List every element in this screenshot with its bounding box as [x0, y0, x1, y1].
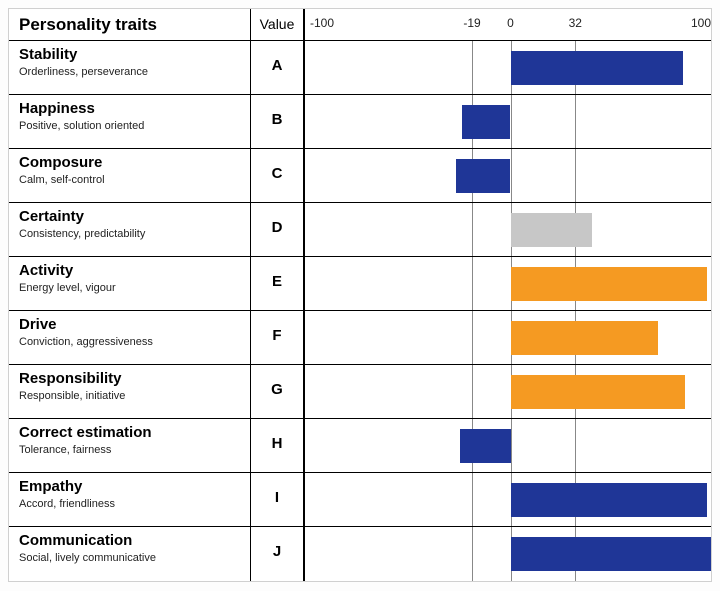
trait-label-cell: Certainty Consistency, predictability [9, 203, 251, 256]
gridline [472, 41, 473, 94]
gridline [472, 527, 473, 581]
gridline [472, 311, 473, 364]
trait-desc: Positive, solution oriented [19, 120, 242, 132]
trait-row: Empathy Accord, friendliness I [9, 473, 711, 527]
trait-name: Composure [19, 155, 242, 172]
trait-name: Empathy [19, 479, 242, 496]
trait-letter: J [251, 527, 305, 581]
trait-label-cell: Responsibility Responsible, initiative [9, 365, 251, 418]
axis-tick-label: 0 [507, 16, 514, 30]
trait-row: Stability Orderliness, perseverance A [9, 41, 711, 95]
bar [511, 321, 659, 355]
trait-label-cell: Communication Social, lively communicativ… [9, 527, 251, 581]
trait-desc: Conviction, aggressiveness [19, 336, 242, 348]
trait-desc: Calm, self-control [19, 174, 242, 186]
trait-row: Communication Social, lively communicativ… [9, 527, 711, 581]
trait-label-cell: Activity Energy level, vigour [9, 257, 251, 310]
trait-row: Composure Calm, self-control C [9, 149, 711, 203]
bar-cell [305, 311, 711, 364]
bar-cell [305, 473, 711, 526]
trait-desc: Consistency, predictability [19, 228, 242, 240]
bar-cell [305, 203, 711, 256]
gridline [511, 95, 512, 148]
trait-name: Happiness [19, 101, 242, 118]
gridline [511, 419, 512, 472]
trait-letter: G [251, 365, 305, 418]
trait-name: Communication [19, 533, 242, 550]
trait-label-cell: Composure Calm, self-control [9, 149, 251, 202]
personality-chart: Personality traits Value -100 -19 0 32 100 S… [8, 8, 712, 582]
bar-cell [305, 419, 711, 472]
trait-desc: Energy level, vigour [19, 282, 242, 294]
axis-labels: -100 -19 0 32 100 [305, 9, 711, 40]
trait-desc: Orderliness, perseverance [19, 66, 242, 78]
axis-tick-label: -100 [310, 16, 334, 30]
gridline [472, 257, 473, 310]
trait-letter: C [251, 149, 305, 202]
bar [511, 267, 707, 301]
axis-tick-label: 32 [569, 16, 582, 30]
gridline [575, 95, 576, 148]
trait-name: Responsibility [19, 371, 242, 388]
bar [511, 213, 592, 247]
trait-desc: Social, lively communicative [19, 552, 242, 564]
bar [460, 429, 511, 463]
trait-desc: Tolerance, fairness [19, 444, 242, 456]
trait-row: Correct estimation Tolerance, fairness H [9, 419, 711, 473]
trait-desc: Accord, friendliness [19, 498, 242, 510]
gridline [575, 149, 576, 202]
bar-cell [305, 527, 711, 581]
bar-cell [305, 257, 711, 310]
trait-row: Certainty Consistency, predictability D [9, 203, 711, 257]
trait-name: Correct estimation [19, 425, 242, 442]
trait-label-cell: Empathy Accord, friendliness [9, 473, 251, 526]
header-value-label: Value [251, 9, 305, 40]
trait-name: Stability [19, 47, 242, 64]
axis-tick-label: 100 [691, 16, 711, 30]
trait-label-cell: Happiness Positive, solution oriented [9, 95, 251, 148]
trait-desc: Responsible, initiative [19, 390, 242, 402]
trait-row: Drive Conviction, aggressiveness F [9, 311, 711, 365]
bar [462, 105, 511, 139]
trait-letter: E [251, 257, 305, 310]
trait-label-cell: Stability Orderliness, perseverance [9, 41, 251, 94]
trait-letter: A [251, 41, 305, 94]
bar [511, 537, 712, 571]
bar-cell [305, 149, 711, 202]
axis-tick-label: -19 [463, 16, 480, 30]
trait-label-cell: Drive Conviction, aggressiveness [9, 311, 251, 364]
rows-container: StabilityOrderliness, perseveranceAHappi… [9, 41, 711, 581]
trait-name: Certainty [19, 209, 242, 226]
trait-letter: D [251, 203, 305, 256]
bar [456, 159, 511, 193]
gridline [511, 149, 512, 202]
gridline [472, 365, 473, 418]
trait-row: Happiness Positive, solution oriented B [9, 95, 711, 149]
trait-row: Responsibility Responsible, initiative G [9, 365, 711, 419]
trait-letter: B [251, 95, 305, 148]
trait-row: Activity Energy level, vigour E [9, 257, 711, 311]
bar [511, 375, 685, 409]
bar-cell [305, 95, 711, 148]
gridline [472, 203, 473, 256]
trait-name: Drive [19, 317, 242, 334]
header-traits-label: Personality traits [9, 9, 251, 40]
bar [511, 51, 683, 85]
bar-cell [305, 41, 711, 94]
trait-letter: H [251, 419, 305, 472]
bar-cell [305, 365, 711, 418]
trait-letter: F [251, 311, 305, 364]
trait-label-cell: Correct estimation Tolerance, fairness [9, 419, 251, 472]
gridline [472, 473, 473, 526]
bar [511, 483, 707, 517]
trait-letter: I [251, 473, 305, 526]
header-row: Personality traits Value -100 -19 0 32 100 [9, 9, 711, 41]
gridline [575, 419, 576, 472]
trait-name: Activity [19, 263, 242, 280]
axis-area: -100 -19 0 32 100 [305, 9, 711, 40]
